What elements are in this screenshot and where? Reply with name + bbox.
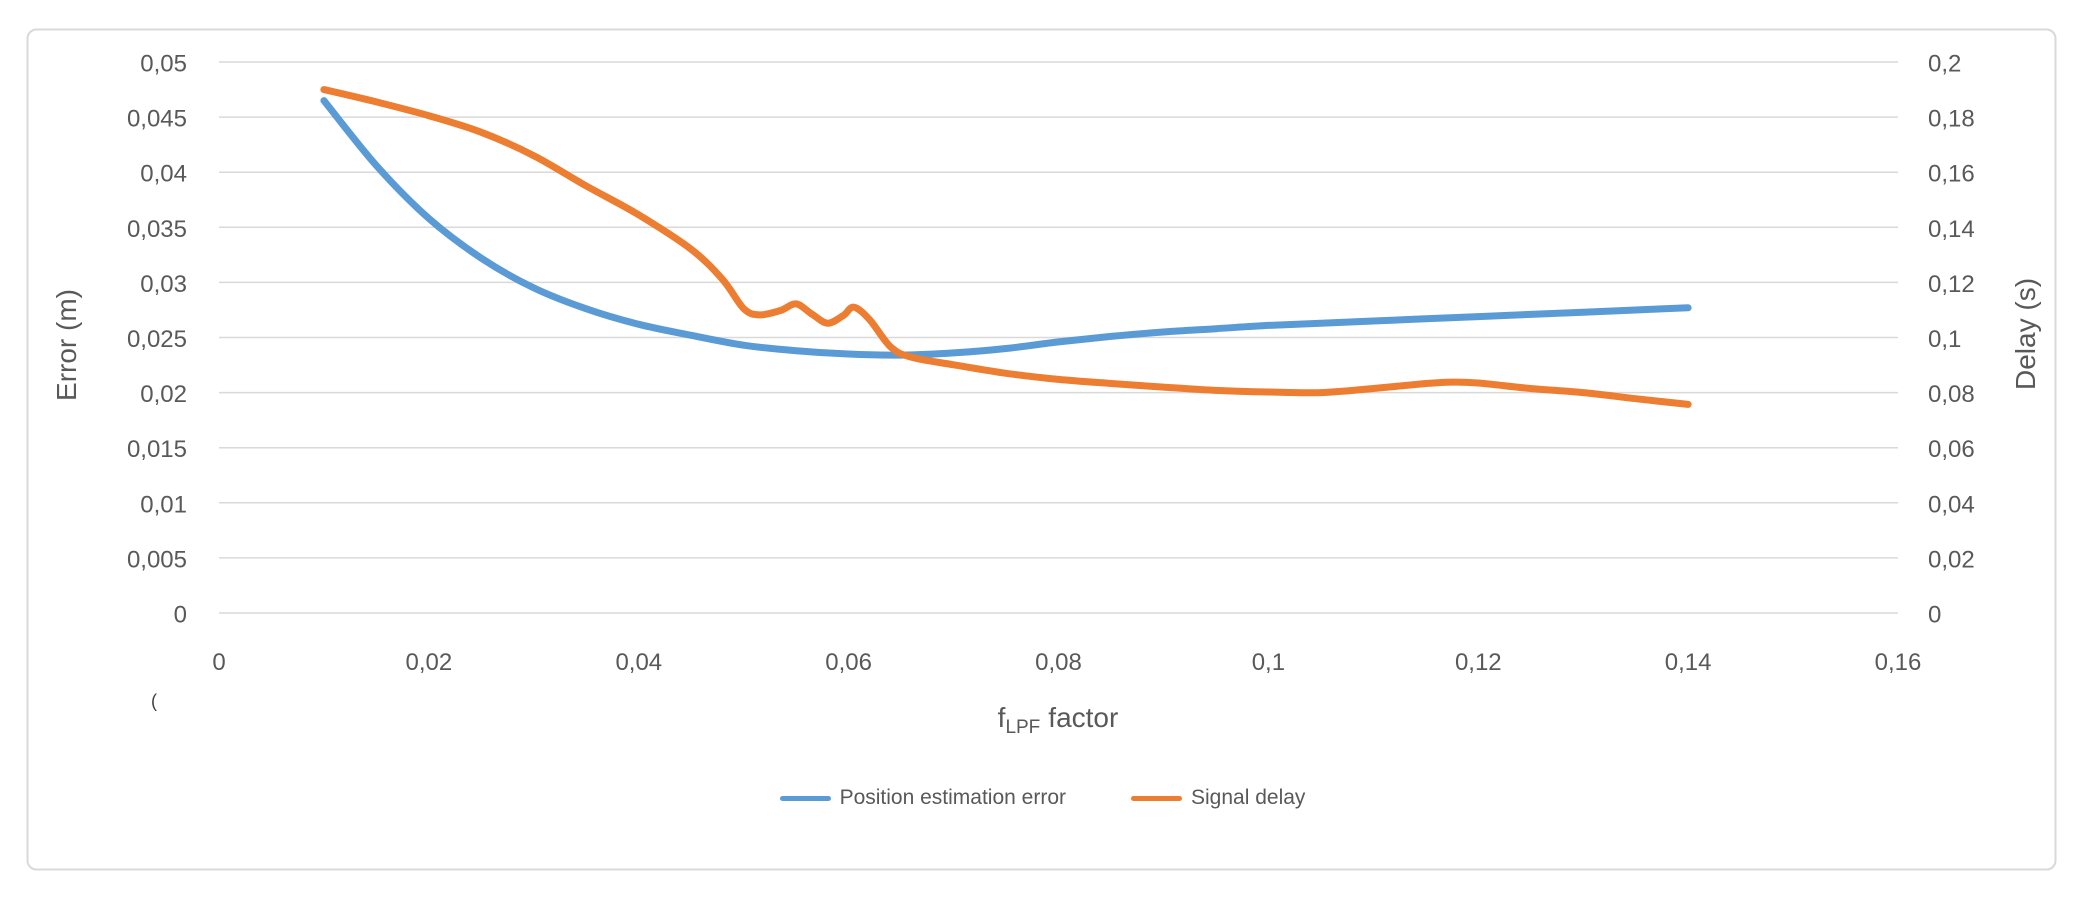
y-left-tick-label: 0,04 [140,161,187,188]
y-right-tick-label: 0 [1928,602,1941,629]
y-right-axis-title: Delay (s) [2010,278,2041,390]
x-tick-label: 0 [212,649,225,676]
legend: Position estimation error Signal delay [0,784,2085,812]
y-left-tick-label: 0,03 [140,271,187,298]
x-axis-title-suffix: factor [1048,702,1118,733]
series-line-position-estimation-error[interactable] [320,97,1692,359]
y-left-tick-label: 0,045 [127,106,187,133]
x-tick-label: 0,08 [1035,649,1082,676]
y-right-tick-label: 0,14 [1928,216,1975,243]
y-left-tick-label: 0,035 [127,216,187,243]
y-left-tick-label: 0,02 [140,381,187,408]
y-left-tick-label: 0,005 [127,546,187,573]
y-right-tick-label: 0,06 [1928,436,1975,463]
y-right-tick-label: 0,1 [1928,326,1961,353]
series-line-signal-delay[interactable] [320,86,1692,408]
legend-label: Position estimation error [839,786,1066,809]
y-right-tick-labels: 0 0,02 0,04 0,06 0,08 0,1 0,12 0,14 0,16 0,18 0,2 [1928,51,1975,629]
x-tick-label: 0,04 [615,649,662,676]
x-tick-label: 0,12 [1455,649,1502,676]
y-right-tick-label: 0,08 [1928,381,1975,408]
axis-label-artifact: ( [151,691,157,711]
y-left-axis-title: Error (m) [51,289,82,401]
chart-border [26,28,2057,871]
y-left-tick-label: 0,05 [140,51,187,78]
legend-line-swatch-orange [1131,795,1182,801]
x-tick-labels: 0 0,02 0,04 0,06 0,08 0,1 0,12 0,14 0,16 [212,649,1921,676]
y-left-tick-label: 0,025 [127,326,187,353]
y-right-tick-label: 0,16 [1928,161,1975,188]
gridlines [219,61,1898,614]
y-left-tick-label: 0 [174,602,187,629]
x-tick-label: 0,1 [1252,649,1285,676]
legend-line-swatch-blue [779,795,831,801]
y-right-tick-label: 0,18 [1928,106,1975,133]
y-right-tick-label: 0,04 [1928,491,1975,518]
legend-item-position-estimation-error[interactable]: Position estimation error [779,784,1066,812]
x-tick-label: 0,16 [1875,649,1922,676]
x-axis-title-subscript: LPF [1005,717,1040,738]
y-right-tick-label: 0,2 [1928,51,1961,78]
x-axis-title: fLPF factor [998,702,1119,738]
legend-label: Signal delay [1191,786,1306,809]
y-right-tick-label: 0,12 [1928,271,1975,298]
y-right-tick-label: 0,02 [1928,546,1975,573]
x-tick-label: 0,02 [406,649,453,676]
y-left-tick-label: 0,01 [140,491,187,518]
y-left-tick-labels: 0 0,005 0,01 0,015 0,02 0,025 0,03 0,035 0,04 0,0… [127,51,187,629]
x-tick-label: 0,14 [1665,649,1712,676]
x-tick-label: 0,06 [825,649,872,676]
legend-item-signal-delay[interactable]: Signal delay [1131,784,1305,812]
x-axis-title-prefix: f [998,702,1006,733]
y-left-tick-label: 0,015 [127,436,187,463]
series-lines [320,86,1692,408]
